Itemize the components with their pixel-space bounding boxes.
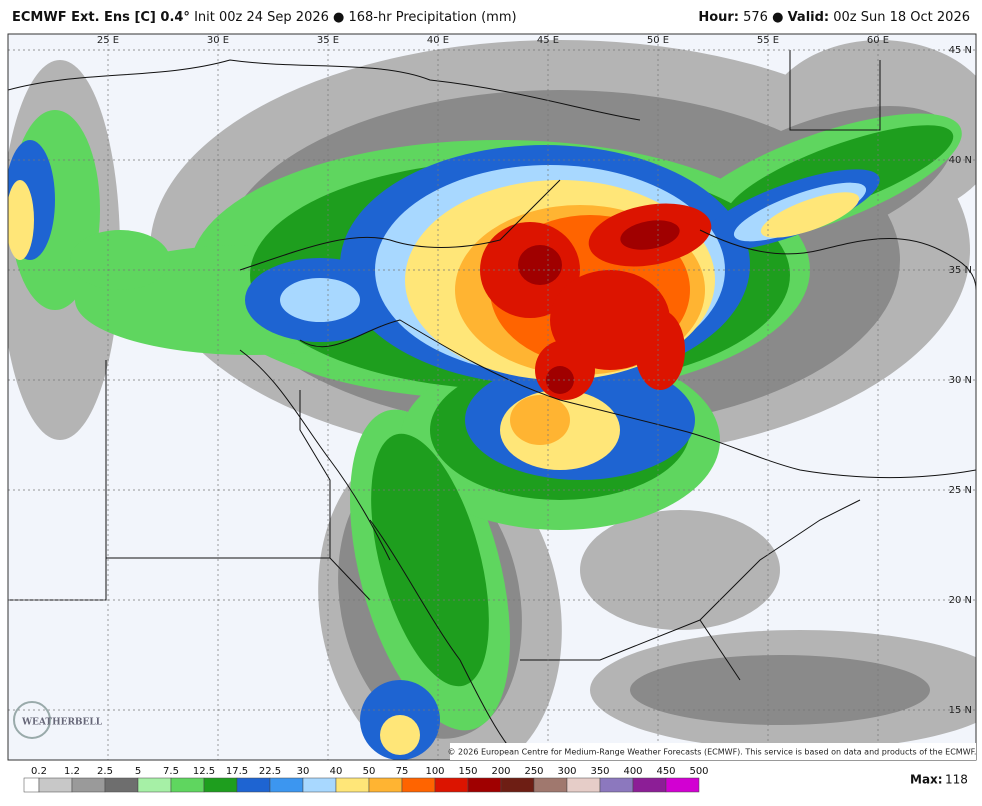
title: ECMWF Ext. Ens [C] 0.4° (12, 10, 190, 25)
colorbar-label: 150 (458, 766, 477, 777)
color-swatch (665, 777, 700, 793)
valid: 00z Sun 18 Oct 2026 (833, 10, 970, 25)
precip-area (620, 220, 680, 250)
colorbar-label: 30 (297, 766, 310, 777)
coast (239, 349, 391, 561)
color-swatch (170, 777, 205, 793)
precip-area (371, 433, 489, 687)
color-swatch (533, 777, 568, 793)
colorbar-label: 500 (689, 766, 708, 777)
color-swatch (38, 777, 73, 793)
lon-label: 55 E (757, 35, 779, 46)
precip-area (580, 510, 780, 630)
hour: 576 ● (743, 10, 784, 25)
lon-label: 35 E (317, 35, 339, 46)
colorbar: 0.2 1.2 2.5 5 7.5 12.5 17.5 22.5 30 40 50 75 100 150 2… (23, 766, 709, 793)
subtitle: Init 00z 24 Sep 2026 ● 168-hr Precipitat… (194, 10, 517, 25)
color-swatch (71, 777, 106, 793)
max-value: 118 (945, 773, 968, 787)
coast (369, 519, 521, 760)
precip-area (380, 715, 420, 755)
precip-field (8, 40, 976, 760)
color-swatch (203, 777, 238, 793)
colorbar-label: 22.5 (259, 766, 281, 777)
precip-area (8, 180, 34, 260)
border (299, 319, 976, 478)
color-swatch (236, 777, 271, 793)
graticule (8, 34, 976, 760)
border (239, 179, 561, 271)
color-swatch (335, 777, 370, 793)
color-swatch (632, 777, 667, 793)
colorbar-label: 200 (491, 766, 510, 777)
colorbar-label: 12.5 (193, 766, 215, 777)
border (520, 499, 861, 681)
copyright-box (450, 743, 976, 760)
header-right: Hour: 576 ● Valid: 00z Sun 18 Oct 2026 (698, 10, 970, 25)
colorbar-label: 100 (425, 766, 444, 777)
border (8, 360, 371, 601)
lon-label: 60 E (867, 35, 889, 46)
color-swatch (401, 777, 436, 793)
valid-label: Valid: (787, 10, 830, 25)
lat-label: 35 N (949, 265, 972, 276)
color-swatch (368, 777, 403, 793)
colorbar-label: 50 (363, 766, 376, 777)
colorbar-label: 1.2 (64, 766, 80, 777)
color-swatch (566, 777, 601, 793)
color-swatch (500, 777, 535, 793)
copyright: © 2026 European Centre for Medium-Range … (448, 748, 977, 757)
colorbar-label: 2.5 (97, 766, 113, 777)
border (8, 59, 641, 121)
hour-label: Hour: (698, 10, 739, 25)
precip-area (630, 655, 930, 725)
header-left: ECMWF Ext. Ens [C] 0.4° Init 00z 24 Sep … (12, 10, 517, 25)
lon-label: 25 E (97, 35, 119, 46)
lon-label: 30 E (207, 35, 229, 46)
colorbar-label: 5 (135, 766, 141, 777)
precip-area (518, 245, 562, 285)
border (699, 229, 976, 291)
colorbar-label: 40 (330, 766, 343, 777)
colorbar-label: 0.2 (31, 766, 47, 777)
color-swatch (23, 777, 40, 793)
color-swatch (302, 777, 337, 793)
lat-label: 30 N (949, 375, 972, 386)
color-swatch (137, 777, 172, 793)
lon-label: 40 E (427, 35, 449, 46)
precip-area (760, 192, 860, 238)
precip-area (70, 230, 170, 290)
colorbar-label: 17.5 (226, 766, 248, 777)
color-swatch (269, 777, 304, 793)
colorbar-label: 300 (557, 766, 576, 777)
lat-label: 25 N (949, 485, 972, 496)
lat-label: 20 N (949, 595, 972, 606)
colorbar-label: 450 (656, 766, 675, 777)
lat-label: 40 N (949, 155, 972, 166)
max-label: Max: (910, 773, 943, 787)
logo-mark (13, 701, 51, 739)
lat-label: 15 N (949, 705, 972, 716)
logo: WEATHERBELL (21, 718, 103, 728)
border (789, 50, 881, 131)
colorbar-label: 250 (524, 766, 543, 777)
lon-label: 45 E (537, 35, 559, 46)
color-swatch (434, 777, 469, 793)
precip-area (280, 278, 360, 322)
precip-area (510, 395, 570, 445)
lat-label: 45 N (949, 45, 972, 56)
color-swatch (467, 777, 502, 793)
lon-label: 50 E (647, 35, 669, 46)
colorbar-label: 400 (623, 766, 642, 777)
colorbar-label: 350 (590, 766, 609, 777)
color-swatch (104, 777, 139, 793)
colorbar-label: 7.5 (163, 766, 179, 777)
precip-area (546, 366, 574, 394)
borders (8, 50, 976, 760)
color-swatch (599, 777, 634, 793)
colorbar-label: 75 (396, 766, 409, 777)
precip-area (635, 310, 685, 390)
